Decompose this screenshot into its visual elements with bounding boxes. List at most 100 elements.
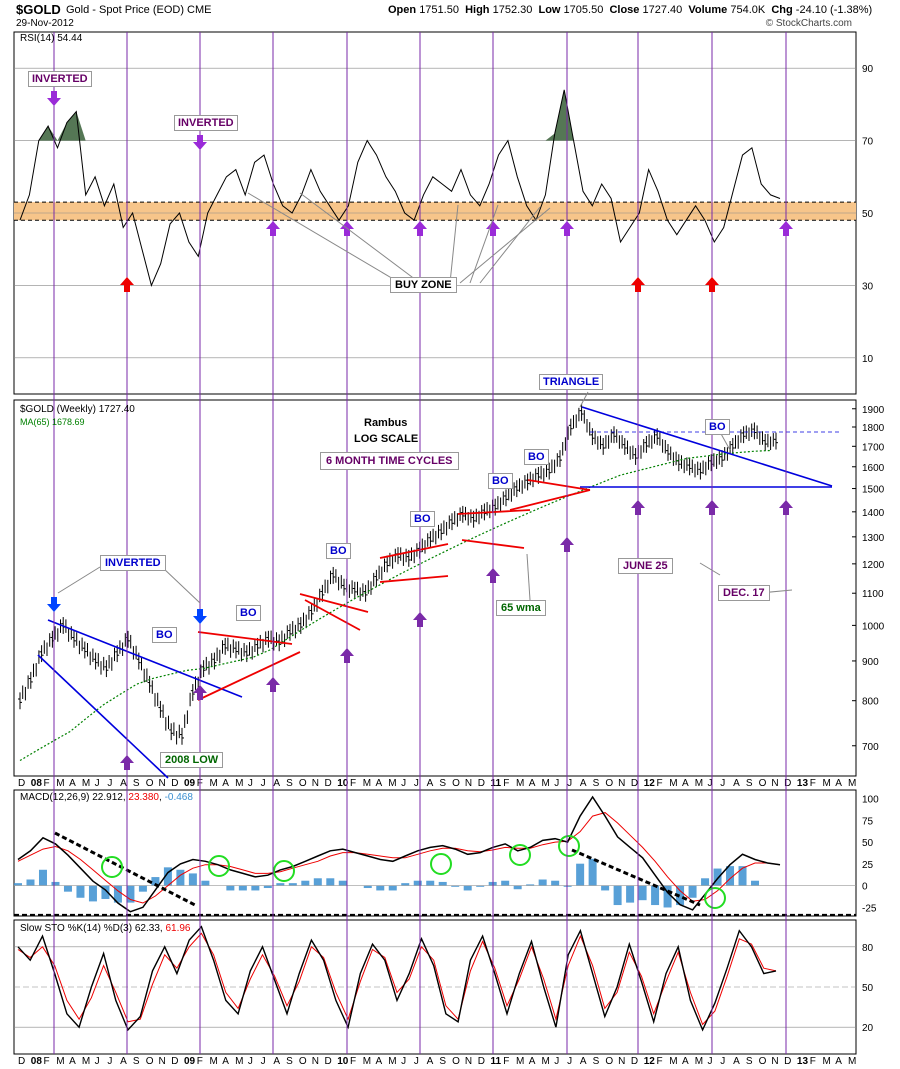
- macd-histogram-bar: [413, 880, 422, 886]
- month-label-bottom: S: [286, 1056, 293, 1067]
- month-label-bottom: M: [235, 1056, 243, 1067]
- rsi-inverted-label-2: INVERTED: [174, 115, 238, 131]
- month-label: J: [95, 778, 100, 789]
- month-label: A: [222, 778, 229, 789]
- callout-pointer: [579, 391, 589, 408]
- june-25-label: JUNE 25: [618, 558, 673, 574]
- price-tick-label: 1800: [862, 423, 885, 434]
- month-label-bottom: S: [746, 1056, 753, 1067]
- month-label: F: [44, 778, 50, 789]
- macd-histogram-bar: [526, 884, 535, 886]
- macd-histogram-bar: [513, 885, 522, 890]
- month-label-bottom: F: [44, 1056, 50, 1067]
- month-label: J: [261, 778, 266, 789]
- month-label: J: [708, 778, 713, 789]
- month-label: D: [631, 778, 638, 789]
- callout-pointer: [719, 431, 731, 451]
- sto-k-line: [17, 925, 777, 1032]
- rsi-tick-label: 10: [862, 354, 874, 365]
- month-label-bottom: M: [516, 1056, 524, 1067]
- price-cycle-arrow: [705, 500, 719, 515]
- macd-histogram-bar: [63, 885, 72, 892]
- macd-signal-line: [17, 812, 781, 904]
- red-trendline: [299, 593, 369, 613]
- month-label: M: [235, 778, 243, 789]
- month-label: M: [695, 778, 703, 789]
- price-inverted-label: INVERTED: [100, 555, 166, 571]
- month-label: J: [401, 778, 406, 789]
- rsi-red-arrow: [631, 277, 645, 292]
- month-label: O: [605, 778, 613, 789]
- macd-histogram-bar: [251, 885, 260, 891]
- month-label: M: [516, 778, 524, 789]
- macd-histogram-bar: [388, 885, 397, 891]
- month-label-bottom: M: [363, 1056, 371, 1067]
- rsi-inverted-label-1: INVERTED: [28, 71, 92, 87]
- price-tick-label: 700: [862, 742, 879, 753]
- macd-histogram-bar: [26, 879, 35, 886]
- month-label-bottom: N: [618, 1056, 625, 1067]
- month-label-bottom: N: [465, 1056, 472, 1067]
- macd-histogram-bar: [88, 885, 97, 902]
- bo-label-4: BO: [410, 511, 435, 527]
- price-tick-label: 1000: [862, 621, 885, 632]
- price-tick-label: 800: [862, 697, 879, 708]
- callout-pointer: [161, 566, 201, 604]
- rsi-tick-label: 70: [862, 137, 874, 148]
- month-label-bottom: M: [388, 1056, 396, 1067]
- ma-line: [19, 449, 771, 762]
- macd-histogram-bar: [363, 885, 372, 889]
- month-label: 09: [184, 778, 196, 789]
- sto-tick-label: 80: [862, 943, 874, 954]
- price-cycle-arrow: [560, 537, 574, 552]
- month-label-bottom: J: [95, 1056, 100, 1067]
- month-label: A: [427, 778, 434, 789]
- month-label: F: [656, 778, 662, 789]
- callout-pointer: [526, 553, 531, 601]
- month-label-bottom: A: [733, 1056, 740, 1067]
- callout-pointer: [57, 566, 101, 594]
- month-label: O: [146, 778, 154, 789]
- month-label-bottom: O: [452, 1056, 460, 1067]
- month-label: M: [848, 778, 856, 789]
- month-label: J: [248, 778, 253, 789]
- month-label: S: [133, 778, 140, 789]
- month-label-bottom: A: [427, 1056, 434, 1067]
- macd-cross-circle: [704, 887, 726, 909]
- bo-label-6: BO: [524, 449, 549, 465]
- macd-histogram-bar: [301, 880, 310, 886]
- macd-histogram-bar: [376, 885, 385, 891]
- month-label: N: [312, 778, 319, 789]
- macd-histogram-bar: [451, 885, 460, 887]
- macd-histogram-bar: [338, 880, 347, 886]
- month-label-bottom: J: [567, 1056, 572, 1067]
- price-cycle-arrow: [120, 755, 134, 770]
- price-legend: $GOLD (Weekly) 1727.40 MA(65) 1678.69: [20, 404, 135, 428]
- month-label-bottom: J: [414, 1056, 419, 1067]
- month-label: M: [388, 778, 396, 789]
- macd-histogram-bar: [14, 883, 22, 886]
- macd-histogram-bar: [501, 880, 510, 886]
- callout-pointer: [699, 562, 721, 576]
- blue-trendline: [47, 619, 243, 698]
- month-label: A: [69, 778, 76, 789]
- macd-histogram-bar: [626, 885, 635, 903]
- macd-tick-label: -25: [862, 903, 877, 914]
- month-label-bottom: M: [56, 1056, 64, 1067]
- price-cycle-arrow: [779, 500, 793, 515]
- macd-histogram-bar: [576, 863, 585, 886]
- red-trendline: [379, 575, 449, 583]
- macd-histogram-bar: [638, 885, 647, 901]
- macd-histogram-bar: [126, 885, 135, 903]
- red-trendline: [197, 651, 301, 701]
- month-label-bottom: M: [848, 1056, 856, 1067]
- month-label-bottom: A: [580, 1056, 587, 1067]
- month-label-bottom: D: [171, 1056, 178, 1067]
- macd-histogram-bar: [751, 880, 760, 886]
- month-label: S: [439, 778, 446, 789]
- macd-histogram-bar: [551, 880, 560, 886]
- month-label-bottom: A: [69, 1056, 76, 1067]
- macd-cross-circle: [509, 844, 531, 866]
- month-label: M: [669, 778, 677, 789]
- macd-histogram-bar: [263, 885, 272, 889]
